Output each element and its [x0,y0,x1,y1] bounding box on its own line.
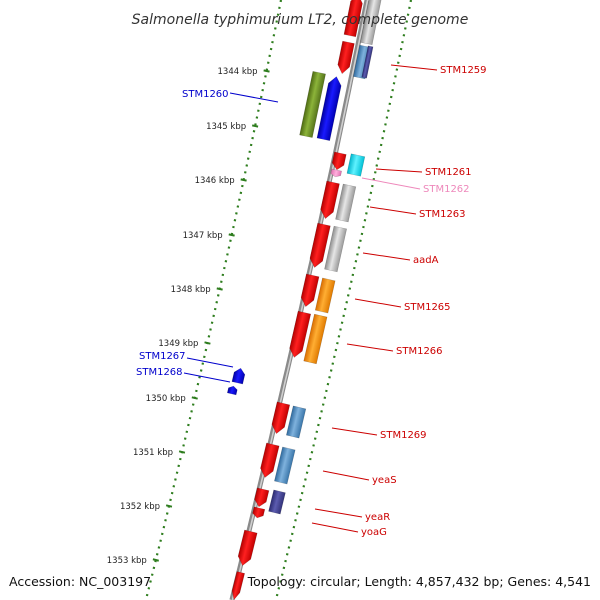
gene-label: STM1266 [396,346,443,357]
tick-label: 1351 kbp [133,448,173,458]
gene-labels: STM1259 STM1260 STM1261 STM1262 STM1263 aadA S… [136,64,487,538]
tick-mark [191,396,198,400]
tick-mark [263,69,270,73]
dotted-ring-1 [144,0,283,600]
tick-label: 1349 kbp [158,339,198,349]
tick-mark [251,124,259,128]
label-leader-line [186,357,234,368]
gene-label: STM1269 [380,430,427,441]
tick-mark [216,287,223,291]
label-leader-line [311,522,359,533]
gene-arrow [289,310,312,358]
gene-label: STM1260 [182,89,229,100]
gene-label: STM1261 [425,167,472,178]
gene-arrow [231,367,246,385]
label-leader-line [390,64,438,71]
gene-label: STM1265 [404,302,451,313]
gene-arrow [335,183,357,223]
gene-arrow [331,151,347,171]
gene-arrow [286,405,307,439]
gene-arrow [231,571,245,600]
tick-label: 1352 kbp [120,502,160,512]
gene-arrow [337,40,355,75]
tick-mark [228,233,235,237]
genome-backbone [229,0,370,600]
gene-arrow [260,442,280,478]
gene-arrow [252,506,266,519]
gene-label: STM1259 [440,65,487,76]
tick-label: 1346 kbp [195,176,235,186]
gene-label: yoaG [361,527,387,538]
gene-arrow [314,277,336,314]
gene-arrow [299,71,326,138]
map-title: Salmonella typhimurium LT2, complete gen… [132,12,469,28]
gene-arrow [309,222,331,268]
gene-features [227,0,383,600]
gene-arrow [361,45,374,79]
tick-label: 1350 kbp [146,394,186,404]
gene-arrow [343,0,363,38]
gene-arrow [227,385,238,396]
gene-arrow [330,168,342,178]
label-leader-line [346,343,394,352]
gene-arrow [303,313,328,365]
tick-label: 1348 kbp [171,285,211,295]
gene-arrow [271,401,291,434]
accession-text: Accession: NC_003197 [9,574,151,589]
label-leader-line [369,206,417,215]
label-leader-line [183,372,231,383]
label-leader-line [362,252,411,261]
kbp-ticks: 1344 kbp 1345 kbp 1346 kbp 1347 kbp 1348 kbp… [107,67,270,566]
tick-mark [178,450,186,454]
label-leader-line [361,177,421,190]
gene-arrow [300,273,320,307]
gene-label: STM1262 [423,184,470,195]
label-leader-line [375,168,423,173]
label-leader-line [354,298,402,308]
label-leader-line [314,508,363,518]
gene-arrow [346,153,366,177]
gene-arrow [274,446,296,485]
tick-label: 1345 kbp [206,122,246,132]
gene-label: aadA [413,255,439,266]
backbone-line [229,0,370,600]
tick-label: 1353 kbp [107,556,147,566]
gene-label: STM1267 [139,351,186,362]
gene-arrow [237,529,258,566]
gene-arrow [254,487,270,508]
label-leader-line [322,470,370,481]
gene-label: yeaS [372,475,397,486]
label-leader-line [331,427,378,436]
gene-arrow [268,489,286,515]
tick-mark [165,504,173,508]
gene-arrow [320,180,340,219]
gene-label: STM1263 [419,209,466,220]
gene-label: yeaR [365,512,390,523]
tick-mark [152,558,159,562]
gene-arrow [324,225,347,273]
topology-text: Topology: circular; Length: 4,857,432 bp… [247,574,591,589]
gene-arrow [360,0,383,45]
gene-arrow [316,76,342,141]
dotted-ring-2 [274,0,413,600]
tick-mark [240,178,247,182]
tick-rings [144,0,413,600]
tick-mark [204,341,211,345]
tick-label: 1347 kbp [183,231,223,241]
gene-label: STM1268 [136,367,183,378]
label-leader-line [229,92,279,103]
tick-label: 1344 kbp [218,67,258,77]
